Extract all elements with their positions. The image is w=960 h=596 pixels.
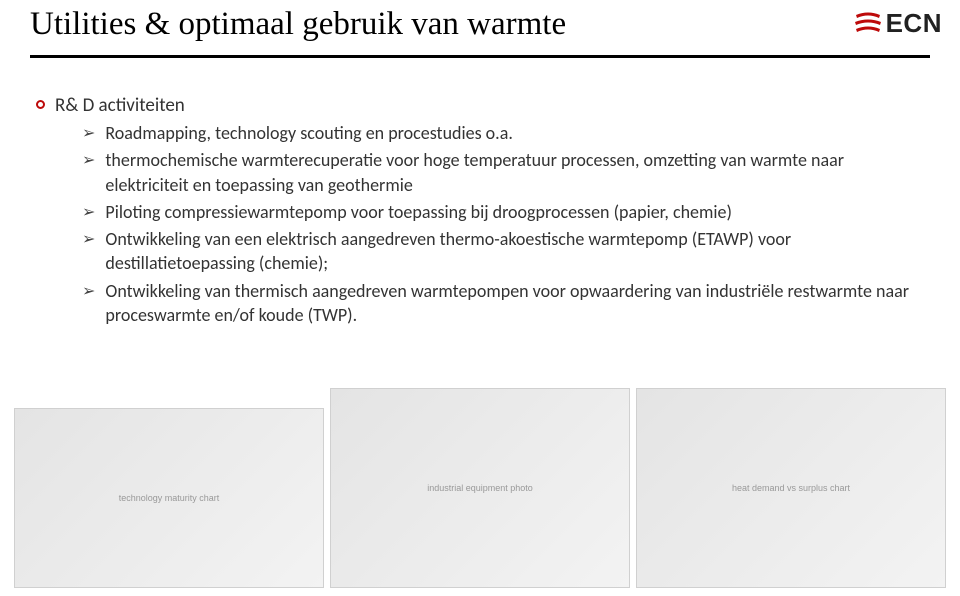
- chevron-right-icon: ➢: [82, 123, 95, 145]
- chevron-right-icon: ➢: [82, 202, 95, 224]
- logo: ECN: [854, 8, 942, 39]
- figure-caption: industrial equipment photo: [427, 483, 533, 493]
- item-list: ➢ Roadmapping, technology scouting en pr…: [82, 121, 924, 327]
- list-item: ➢ Roadmapping, technology scouting en pr…: [82, 121, 924, 145]
- list-item: ➢ Ontwikkeling van thermisch aangedreven…: [82, 279, 924, 328]
- list-item: ➢ thermochemische warmterecuperatie voor…: [82, 148, 924, 197]
- figure-right: heat demand vs surplus chart: [636, 388, 946, 588]
- chevron-right-icon: ➢: [82, 229, 95, 251]
- section-heading: R& D activiteiten: [36, 94, 924, 117]
- list-item: ➢ Ontwikkeling van een elektrisch aanged…: [82, 227, 924, 276]
- item-text: Ontwikkeling van een elektrisch aangedre…: [105, 227, 924, 276]
- figure-caption: technology maturity chart: [119, 493, 220, 503]
- figure-center: industrial equipment photo: [330, 388, 630, 588]
- section-label: R& D activiteiten: [55, 94, 185, 117]
- figure-left: technology maturity chart: [14, 408, 324, 588]
- item-text: Ontwikkeling van thermisch aangedreven w…: [105, 279, 924, 328]
- logo-text: ECN: [886, 8, 942, 39]
- chevron-right-icon: ➢: [82, 150, 95, 172]
- figure-row: technology maturity chart industrial equ…: [0, 388, 960, 588]
- item-text: Piloting compressiewarmtepomp voor toepa…: [105, 200, 732, 224]
- item-text: Roadmapping, technology scouting en proc…: [105, 121, 512, 145]
- page-title: Utilities & optimaal gebruik van warmte: [30, 6, 566, 43]
- content-block: R& D activiteiten ➢ Roadmapping, technol…: [0, 80, 960, 327]
- chevron-right-icon: ➢: [82, 281, 95, 303]
- figure-caption: heat demand vs surplus chart: [732, 483, 850, 493]
- list-item: ➢ Piloting compressiewarmtepomp voor toe…: [82, 200, 924, 224]
- title-rule: [30, 55, 930, 58]
- header: Utilities & optimaal gebruik van warmte …: [0, 0, 960, 80]
- ecn-logo-icon: [854, 11, 882, 37]
- bullet-dot-icon: [36, 100, 45, 109]
- item-text: thermochemische warmterecuperatie voor h…: [105, 148, 924, 197]
